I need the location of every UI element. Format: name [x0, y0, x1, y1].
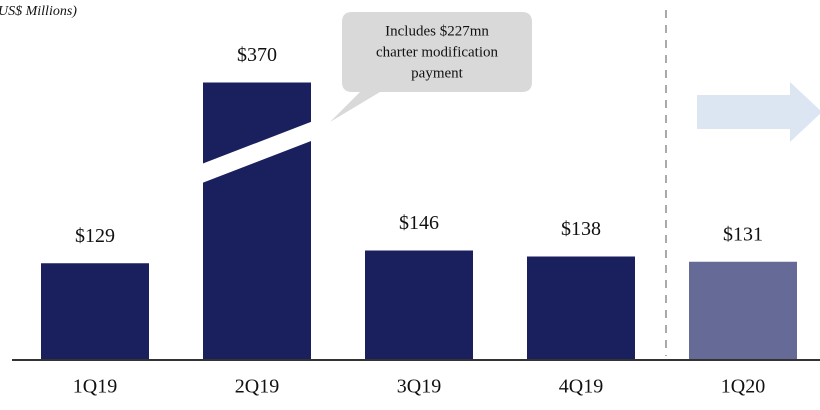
bar — [365, 250, 473, 360]
x-tick-label: 1Q19 — [73, 376, 117, 398]
annotation: charter modification — [376, 44, 499, 60]
value-label: $146 — [399, 212, 439, 234]
x-tick-label: 4Q19 — [559, 376, 603, 398]
value-label: $129 — [75, 225, 115, 247]
bar — [689, 261, 797, 360]
bar — [203, 82, 311, 360]
x-tick-label: 3Q19 — [397, 376, 441, 398]
arrow — [697, 82, 820, 142]
callout: Includes $227mn charter modification payme… — [330, 12, 532, 122]
x-tick-label: 1Q20 — [721, 376, 765, 398]
annotation: Includes $227mn — [385, 23, 489, 39]
value-label: $138 — [561, 218, 601, 240]
x-tick-label: 2Q19 — [235, 376, 279, 398]
annotation: payment — [411, 65, 463, 81]
axis-break-line — [184, 118, 321, 174]
callout-box — [330, 12, 532, 122]
value-label: $131 — [723, 223, 763, 245]
bar — [527, 256, 635, 360]
axis-break — [185, 120, 320, 188]
chart-subtitle: US$ Millions) — [0, 4, 77, 19]
bar — [41, 263, 149, 360]
value-label: $370 — [237, 44, 277, 66]
axis-break-line — [184, 134, 321, 190]
